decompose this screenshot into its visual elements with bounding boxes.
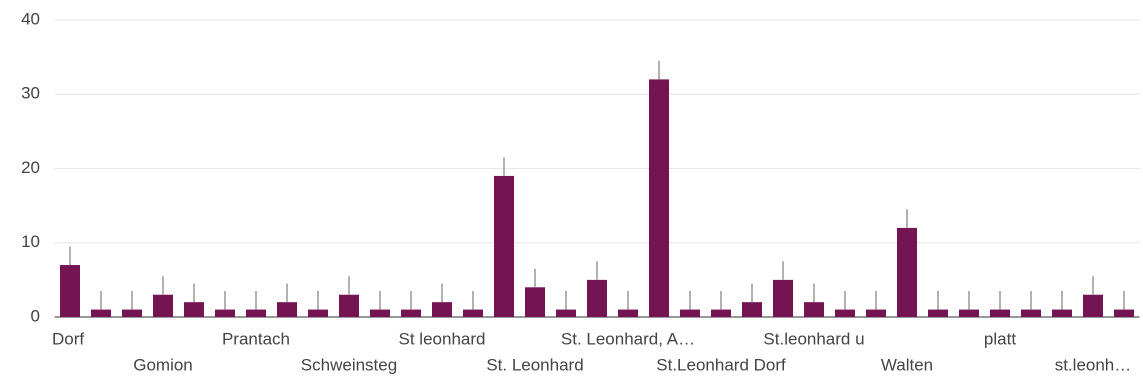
bar [339, 294, 359, 317]
bar [990, 309, 1010, 317]
bar [494, 175, 514, 317]
x-tick-label: Schweinsteg [301, 355, 397, 374]
bar [649, 79, 669, 318]
x-tick-label: St leonhard [399, 329, 486, 348]
x-tick-label: St. Leonhard, A… [561, 329, 695, 348]
bar [525, 287, 545, 317]
bar [463, 309, 483, 317]
y-tick-label: 30 [21, 84, 40, 103]
bar [60, 265, 80, 317]
bar [835, 309, 855, 317]
bar [1052, 309, 1072, 317]
bar [804, 302, 824, 317]
bar [370, 309, 390, 317]
bar [711, 309, 731, 317]
y-tick-label: 20 [21, 158, 40, 177]
bar [153, 294, 173, 317]
y-tick-label: 0 [31, 306, 40, 325]
x-tick-label: St.Leonhard Dorf [656, 355, 786, 374]
bar [401, 309, 421, 317]
bar [897, 227, 917, 317]
bar [618, 309, 638, 317]
x-tick-label: Prantach [222, 329, 290, 348]
bar [928, 309, 948, 317]
x-tick-label: st.leonh… [1055, 355, 1132, 374]
bar [277, 302, 297, 317]
bar [1114, 309, 1134, 317]
x-tick-label: platt [984, 329, 1016, 348]
bar [215, 309, 235, 317]
x-tick-label: Gomion [133, 355, 193, 374]
bar [587, 279, 607, 317]
x-tick-label: Walten [881, 355, 933, 374]
bar [959, 309, 979, 317]
bar [308, 309, 328, 317]
x-tick-label: Dorf [52, 329, 84, 348]
bar [680, 309, 700, 317]
bar [91, 309, 111, 317]
bar [866, 309, 886, 317]
bar [1021, 309, 1041, 317]
bar [432, 302, 452, 317]
bar [556, 309, 576, 317]
bar [1083, 294, 1103, 317]
bar [184, 302, 204, 317]
bar [773, 279, 793, 317]
x-tick-label: St. Leonhard [486, 355, 583, 374]
x-tick-label: St.leonhard u [763, 329, 864, 348]
y-tick-label: 10 [21, 232, 40, 251]
bar [742, 302, 762, 317]
bar [246, 309, 266, 317]
y-tick-label: 40 [21, 9, 40, 28]
bar [122, 309, 142, 317]
